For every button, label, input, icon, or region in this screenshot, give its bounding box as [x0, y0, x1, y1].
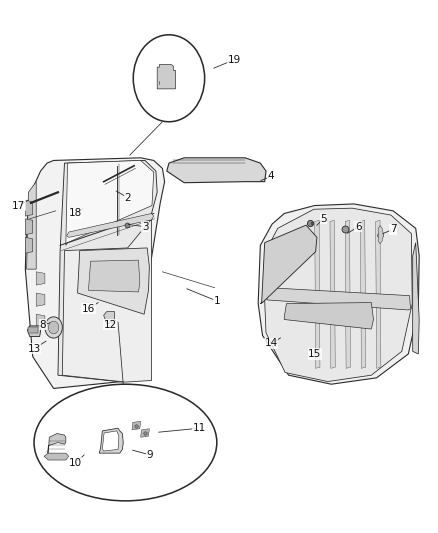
Polygon shape — [58, 160, 157, 382]
Circle shape — [48, 321, 59, 334]
Text: 11: 11 — [193, 423, 206, 433]
Text: 18: 18 — [69, 208, 82, 219]
Text: 19: 19 — [228, 55, 241, 64]
Polygon shape — [378, 225, 384, 244]
Polygon shape — [258, 204, 419, 384]
Polygon shape — [25, 219, 33, 235]
Circle shape — [45, 317, 62, 338]
Polygon shape — [284, 303, 374, 329]
Text: 15: 15 — [308, 349, 321, 359]
Polygon shape — [88, 260, 140, 292]
Polygon shape — [36, 272, 45, 285]
Text: 4: 4 — [268, 172, 275, 181]
Text: 3: 3 — [142, 222, 148, 232]
Polygon shape — [78, 248, 149, 314]
Polygon shape — [360, 220, 366, 368]
Text: 6: 6 — [355, 222, 362, 232]
Polygon shape — [330, 220, 335, 368]
Text: 14: 14 — [265, 338, 278, 349]
Polygon shape — [345, 220, 350, 368]
Polygon shape — [413, 243, 419, 354]
Polygon shape — [267, 288, 410, 310]
Polygon shape — [36, 314, 45, 327]
Polygon shape — [28, 326, 41, 336]
Ellipse shape — [34, 384, 217, 501]
Polygon shape — [27, 182, 36, 269]
Polygon shape — [315, 220, 320, 368]
Polygon shape — [25, 158, 165, 389]
Polygon shape — [67, 214, 154, 237]
Text: 10: 10 — [69, 458, 82, 467]
Polygon shape — [157, 64, 176, 89]
Text: 13: 13 — [28, 344, 41, 354]
Polygon shape — [28, 327, 39, 333]
Polygon shape — [265, 208, 412, 382]
Polygon shape — [36, 293, 45, 306]
Text: 12: 12 — [103, 320, 117, 330]
Polygon shape — [167, 158, 266, 183]
Polygon shape — [102, 431, 119, 451]
Polygon shape — [25, 237, 33, 253]
Polygon shape — [66, 160, 154, 245]
Polygon shape — [25, 200, 33, 216]
Text: 16: 16 — [82, 304, 95, 314]
Polygon shape — [104, 312, 115, 324]
Text: 2: 2 — [124, 192, 131, 203]
Text: 9: 9 — [146, 450, 153, 460]
Polygon shape — [132, 421, 141, 430]
Text: 8: 8 — [39, 320, 46, 330]
Text: 17: 17 — [12, 200, 25, 211]
Polygon shape — [44, 453, 69, 460]
Polygon shape — [62, 219, 152, 382]
Polygon shape — [47, 433, 66, 453]
Polygon shape — [141, 429, 149, 437]
Polygon shape — [376, 220, 381, 368]
Text: 1: 1 — [213, 296, 220, 306]
Text: 7: 7 — [390, 224, 396, 235]
Polygon shape — [260, 225, 317, 304]
Text: 5: 5 — [320, 214, 327, 224]
Polygon shape — [99, 428, 123, 453]
Circle shape — [133, 35, 205, 122]
